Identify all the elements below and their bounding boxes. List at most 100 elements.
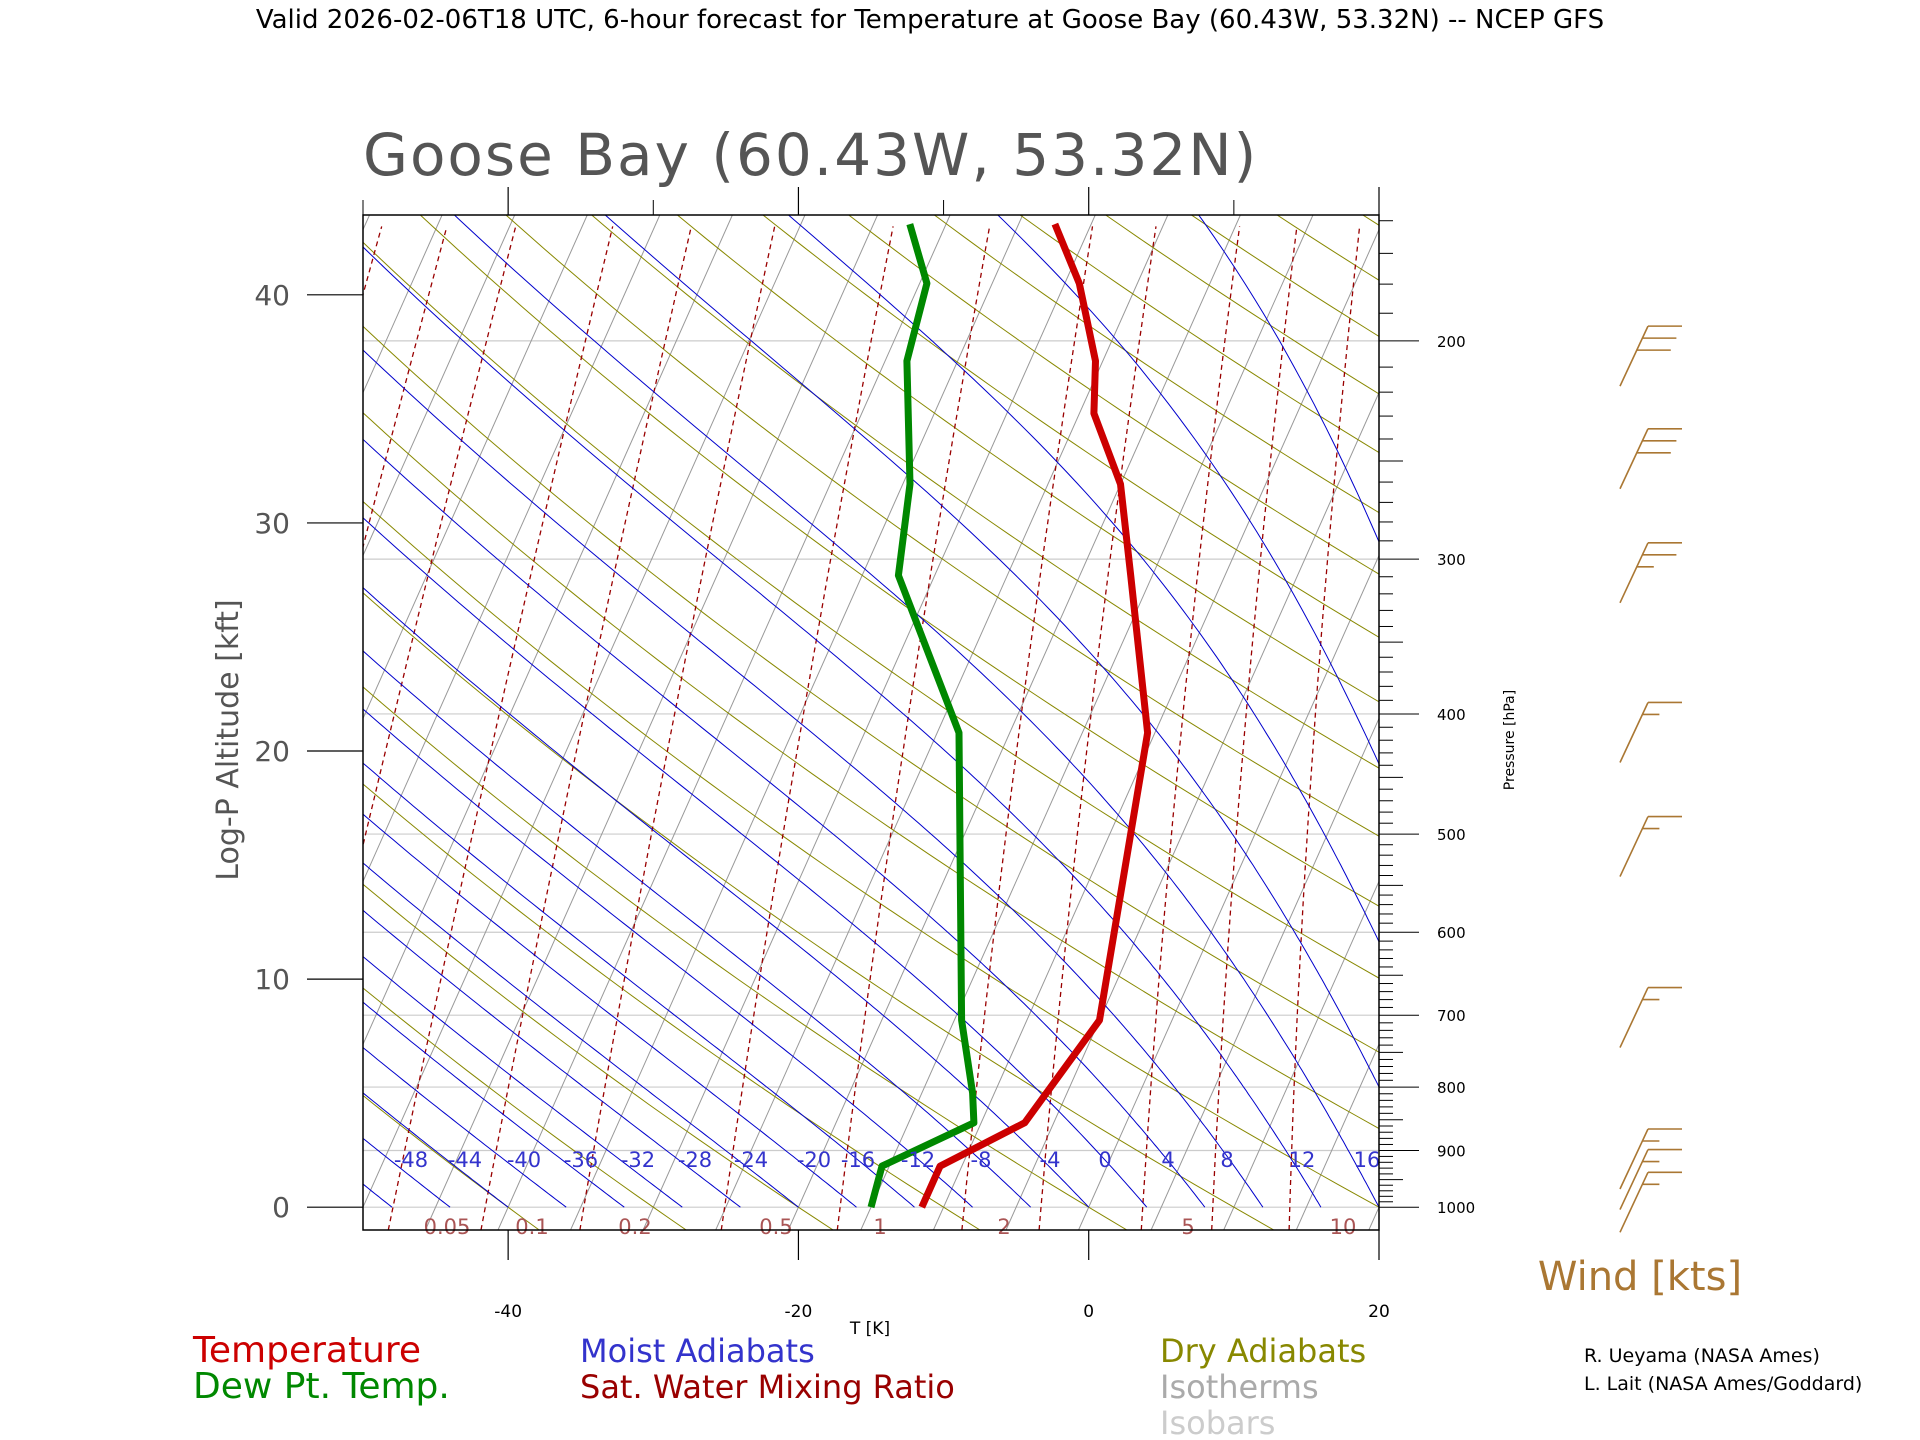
- isotherm-line: [363, 215, 443, 394]
- moist-adiabat-label: -44: [448, 1148, 482, 1172]
- isotherm-line: [363, 215, 661, 883]
- isotherm-line: [1295, 1043, 1379, 1230]
- moist-adiabat: [363, 1092, 509, 1208]
- x-tick-label: 0: [1083, 1302, 1094, 1322]
- moist-adiabat-label: -32: [621, 1148, 655, 1172]
- isotherm-line: [363, 215, 516, 557]
- isotherm-line: [570, 215, 1024, 1230]
- legend-dry-adiabats: Dry Adiabats: [1160, 1332, 1366, 1370]
- p-tick-label: 1000: [1437, 1199, 1475, 1217]
- mixing-ratio-label: 0.1: [515, 1215, 548, 1239]
- dry-adiabat: [848, 215, 1379, 575]
- mixing-ratio-line: [1288, 226, 1361, 1230]
- wind-barb-staff: [1619, 1128, 1649, 1190]
- p-tick-label: 900: [1437, 1142, 1466, 1160]
- legend-moist-adiabats: Moist Adiabats: [580, 1332, 815, 1370]
- isotherm-line: [932, 228, 1379, 1230]
- legend-mixing-ratio: Sat. Water Mixing Ratio: [580, 1368, 955, 1406]
- moist-adiabat-label: 4: [1161, 1148, 1174, 1172]
- moist-adiabat: [363, 909, 741, 1208]
- moist-adiabat: [363, 517, 1148, 1208]
- dry-adiabat: [363, 241, 1379, 979]
- wind-label: Wind [kts]: [1538, 1254, 1742, 1300]
- wind-barb: [1619, 815, 1682, 877]
- mixing-ratio-label: 0.2: [618, 1215, 651, 1239]
- moist-adiabat-label: 0: [1098, 1148, 1111, 1172]
- moist-adiabat: [363, 650, 1032, 1208]
- moist-adiabat: [363, 1183, 393, 1208]
- isotherm-line: [1150, 717, 1379, 1230]
- mixing-ratio-line: [720, 226, 894, 1230]
- moist-adiabat: [363, 1001, 625, 1208]
- moist-adiabat-label: -8: [971, 1148, 992, 1172]
- credit-line-1: R. Ueyama (NASA Ames): [1584, 1345, 1820, 1367]
- y-tick-label: 0: [272, 1191, 290, 1224]
- isotherm-line: [0, 215, 152, 1230]
- x-tick-label: 20: [1368, 1302, 1390, 1322]
- moist-adiabat-label: -36: [564, 1148, 598, 1172]
- isotherm-line: [0, 215, 79, 1230]
- mixing-ratio-label: 1: [873, 1215, 886, 1239]
- moist-adiabat-label: -28: [678, 1148, 712, 1172]
- x-tick-label: -20: [785, 1302, 813, 1322]
- dry-adiabat: [419, 215, 1379, 907]
- y-tick-label: 20: [254, 735, 290, 768]
- mixing-ratio-line: [1211, 226, 1298, 1230]
- isotherm-line: [497, 215, 951, 1230]
- isotherm-line: [0, 215, 297, 1230]
- legend: Temperature Dew Pt. Temp. Moist Adiabats…: [192, 1330, 1366, 1440]
- x-axis-label: T [K]: [849, 1319, 890, 1339]
- p-tick-label: 600: [1437, 924, 1466, 942]
- dry-adiabat: [1620, 215, 1920, 1230]
- wind-barb-staff: [1619, 702, 1649, 763]
- wind-barb-staff: [1619, 325, 1649, 387]
- isotherm-line: [642, 215, 1096, 1230]
- moist-adiabat: [363, 349, 1264, 1208]
- wind-barb: [1619, 701, 1682, 763]
- legend-dewpoint: Dew Pt. Temp.: [193, 1366, 450, 1407]
- y-axis-label: Log-P Altitude [kft]: [211, 599, 246, 880]
- isotherm-line: [363, 215, 806, 1209]
- dry-adiabat: [1191, 215, 1379, 338]
- wind-barb: [1619, 542, 1682, 604]
- background-grid: [0, 215, 1920, 1230]
- dry-adiabat: [677, 215, 1379, 703]
- credit-line-2: L. Lait (NASA Ames/Goddard): [1584, 1373, 1862, 1395]
- isotherm-line: [0, 215, 224, 1230]
- wind-barb-staff: [1619, 1172, 1649, 1233]
- moist-adiabat-label: -20: [797, 1148, 831, 1172]
- moist-adiabat: [363, 587, 1090, 1208]
- sounding-profiles: [867, 222, 1152, 1209]
- mixing-ratio-label: 5: [1181, 1215, 1194, 1239]
- mixing-ratio-label: 0.05: [424, 1215, 471, 1239]
- isotherm-line: [1078, 554, 1379, 1230]
- moist-adiabat-label: 16: [1354, 1148, 1381, 1172]
- mixing-ratio-line: [363, 226, 517, 849]
- moist-adiabat-label: -24: [734, 1148, 768, 1172]
- dry-adiabat: [363, 500, 1379, 1208]
- moist-adiabat: [363, 438, 1206, 1208]
- dry-adiabat: [363, 883, 834, 1230]
- wind-barb: [1619, 1171, 1682, 1233]
- wind-barb: [1619, 1128, 1682, 1190]
- moist-adiabat: [604, 215, 1379, 1088]
- dry-adiabat: [363, 325, 1379, 1053]
- p-tick-label: 400: [1437, 706, 1466, 724]
- mixing-ratio-line: [1038, 226, 1157, 1230]
- moist-adiabat-label: 8: [1220, 1148, 1233, 1172]
- mixing-ratio-line: [961, 226, 1094, 1230]
- isotherm-line: [1005, 391, 1379, 1230]
- forecast-header: Valid 2026-02-06T18 UTC, 6-hour forecast…: [256, 5, 1604, 35]
- wind-barbs: [1619, 325, 1682, 1233]
- moist-adiabat: [453, 215, 1379, 1208]
- plot-title: Goose Bay (60.43W, 53.32N): [363, 121, 1258, 189]
- mixing-ratio-line: [1140, 226, 1241, 1230]
- wind-barb-staff: [1619, 428, 1649, 490]
- p-tick-label: 500: [1437, 826, 1466, 844]
- moist-adiabat: [363, 862, 799, 1208]
- p-tick-label: 300: [1437, 551, 1466, 569]
- isotherm-line: [424, 215, 878, 1230]
- moist-adiabat: [1198, 215, 1379, 544]
- wind-barb: [1619, 1148, 1682, 1210]
- wind-barb: [1619, 986, 1682, 1048]
